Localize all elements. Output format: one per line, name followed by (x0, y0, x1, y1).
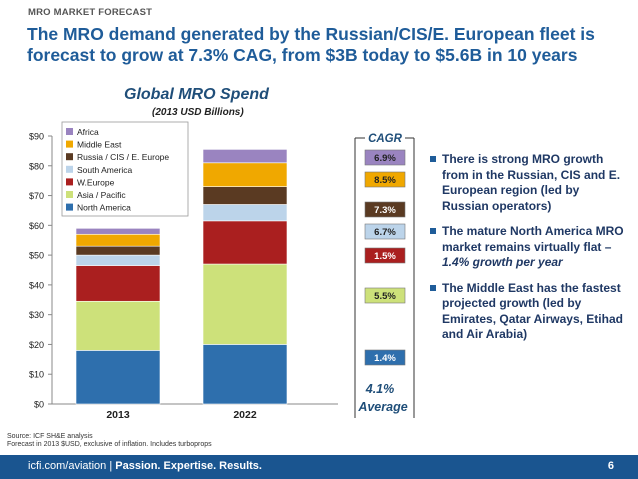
bar-segment (202, 204, 288, 222)
legend-label: North America (77, 203, 131, 213)
y-tick-label: $30 (29, 310, 44, 320)
legend-swatch (66, 140, 73, 148)
bar-segment (202, 162, 288, 187)
source-note: Source: ICF SH&E analysis Forecast in 20… (7, 433, 212, 449)
cagr-average-value: 4.1% (365, 382, 395, 396)
legend-swatch (66, 191, 73, 198)
footer-separator: | (109, 460, 113, 472)
legend-label: Middle East (77, 140, 122, 150)
bullet-north-america: The mature North America MRO market rema… (428, 224, 628, 271)
y-tick-label: $80 (29, 161, 44, 171)
bar-segment (202, 186, 288, 205)
bar-segment (75, 254, 161, 266)
footer-tagline: Passion. Expertise. Results. (115, 460, 262, 472)
cagr-box (364, 171, 406, 188)
cagr-value: 5.5% (374, 291, 396, 302)
legend-label: Russia / CIS / E. Europe (77, 152, 169, 162)
legend-label: Africa (77, 127, 99, 137)
footer-bar: icfi.com/aviation | Passion. Expertise. … (0, 455, 638, 479)
cagr-title: CAGR (368, 133, 403, 145)
chart-title: Global MRO Spend (124, 86, 269, 103)
bullet-north-america-text: The mature North America MRO market rema… (442, 224, 624, 254)
x-tick-label: 2013 (106, 409, 130, 421)
footer-text: icfi.com/aviation | Passion. Expertise. … (28, 460, 262, 472)
bar-segment (75, 245, 161, 256)
bullet-list: There is strong MRO growth from in the R… (428, 152, 628, 353)
forecast-note: Forecast in 2013 $USD, exclusive of infl… (7, 441, 212, 448)
legend-label: W.Europe (77, 177, 115, 187)
cagr-value: 8.5% (374, 175, 396, 186)
cagr-box (364, 223, 406, 240)
cagr-value: 1.5% (374, 251, 396, 262)
cagr-value: 7.3% (374, 205, 396, 216)
bar-segment (202, 149, 288, 164)
y-tick-label: $60 (29, 221, 44, 231)
chart-subtitle: (2013 USD Billions) (152, 107, 244, 118)
stacked-bar-chart: $0 $10 $20 $30 $40 $50 $60 $70 $80 $90 2013 2022 Afr… (29, 121, 415, 421)
source-line: Source: ICF SH&E analysis (7, 433, 93, 440)
legend-swatch (66, 128, 73, 135)
cagr-value: 6.7% (374, 227, 396, 238)
y-tick-label: $40 (29, 280, 44, 290)
cagr-box (364, 149, 406, 166)
legend-swatch (66, 203, 73, 211)
cagr-value: 6.9% (374, 153, 396, 164)
slide-headline: The MRO demand generated by the Russian/… (27, 24, 595, 65)
legend-label: Asia / Pacific (77, 190, 126, 200)
bar-segment (202, 220, 288, 265)
page-number: 6 (607, 460, 614, 472)
bullet-middle-east: The Middle East has the fastest projecte… (428, 281, 628, 343)
legend-label: South America (77, 165, 133, 175)
bar-segment (75, 265, 161, 302)
bar-segment (202, 263, 288, 345)
bullet-russia-growth: There is strong MRO growth from in the R… (428, 152, 628, 214)
y-tick-label: $10 (29, 370, 44, 380)
legend-swatch (66, 178, 73, 186)
legend-swatch (66, 153, 73, 161)
bar-segment (202, 344, 288, 405)
legend-swatch (66, 165, 73, 173)
y-tick-label: $70 (29, 191, 44, 201)
bar-segment (75, 300, 161, 351)
cagr-box (364, 349, 406, 366)
cagr-box (364, 201, 406, 218)
bar-segment (75, 350, 161, 405)
y-tick-label: $90 (29, 132, 44, 142)
cagr-value: 1.4% (374, 353, 396, 364)
cagr-box (364, 247, 406, 264)
cagr-average-label: Average (357, 400, 407, 414)
bar-segment (75, 228, 161, 235)
x-tick-label: 2022 (233, 409, 257, 421)
y-tick-label: $50 (29, 251, 44, 261)
y-tick-label: $20 (29, 340, 44, 350)
y-tick-label: $0 (34, 400, 44, 410)
legend-box (61, 121, 189, 217)
bullet-north-america-rate: 1.4% growth per year (442, 255, 563, 269)
section-kicker: MRO MARKET FORECAST (28, 7, 153, 18)
bar-segment (75, 233, 161, 247)
cagr-box (364, 287, 406, 304)
footer-site: icfi.com/aviation (28, 460, 107, 472)
